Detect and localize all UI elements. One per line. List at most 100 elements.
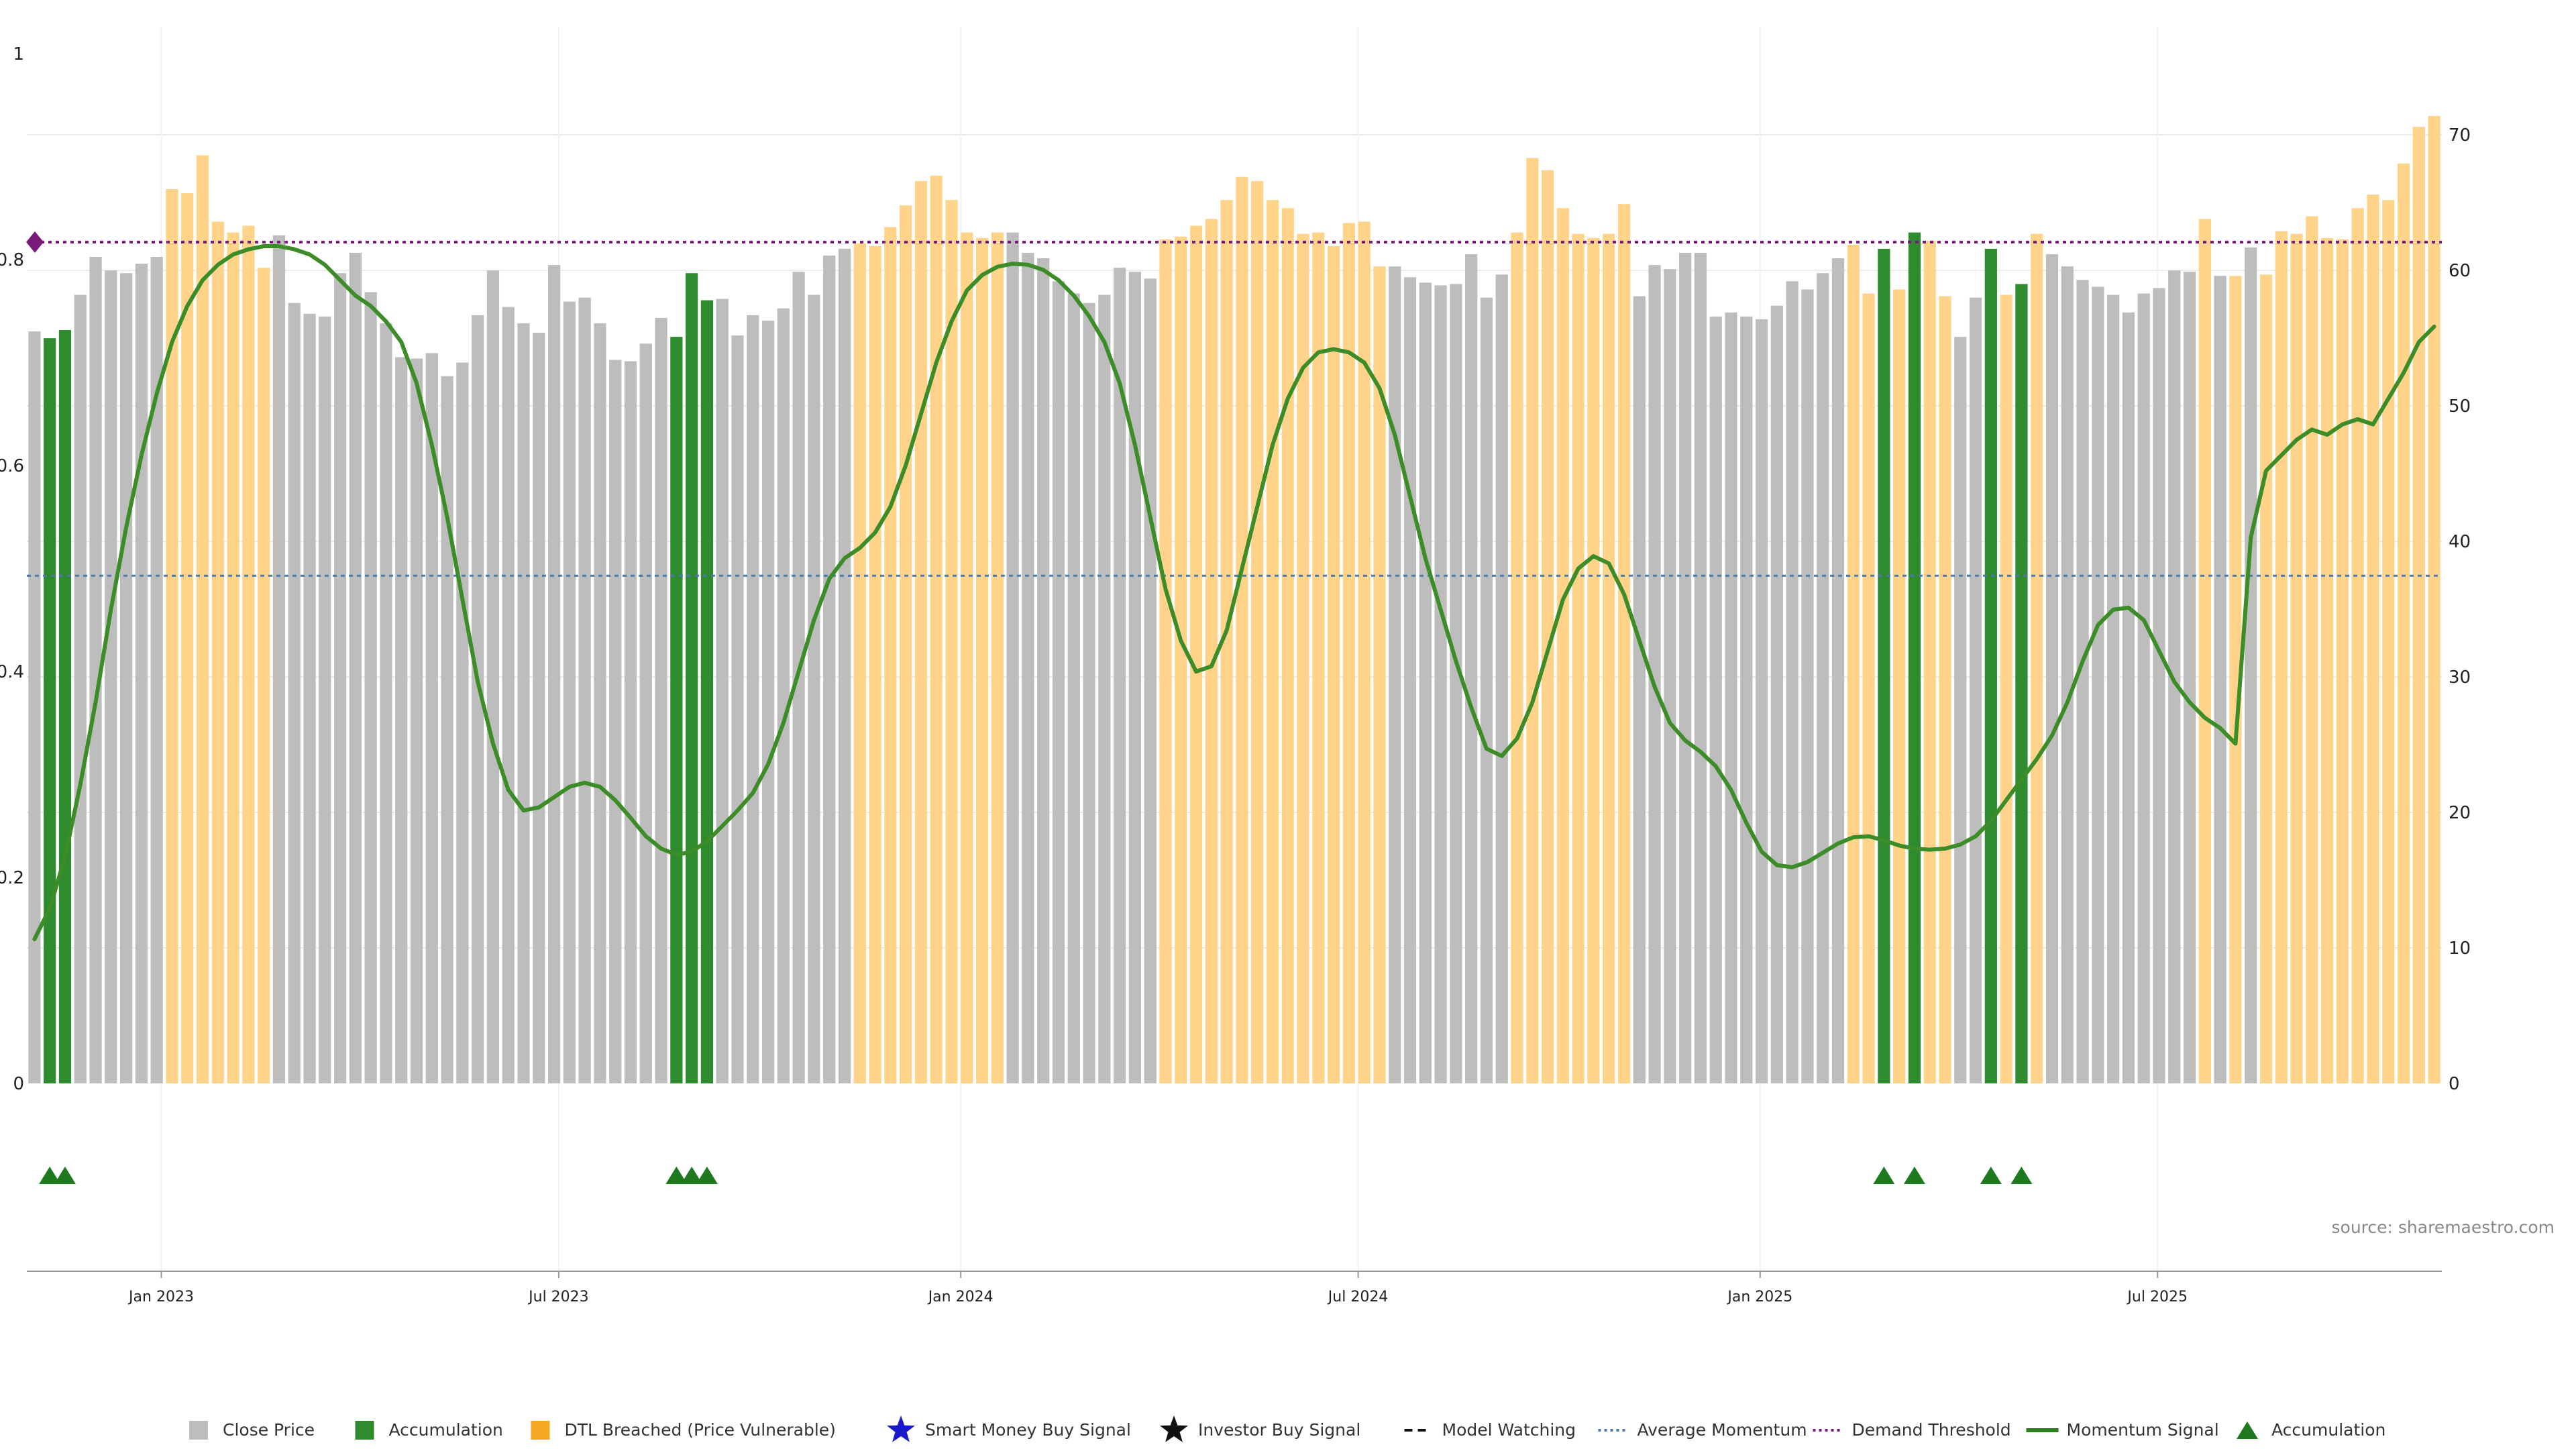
dtl-breached-bar: [1175, 236, 1187, 1084]
dtl-breached-bar: [2336, 239, 2349, 1083]
close-price-bar: [2061, 266, 2074, 1084]
left-axis-tick-label: 0.6: [0, 456, 24, 476]
legend-swatch: [189, 1421, 208, 1440]
left-axis-tick-label: 1: [13, 44, 24, 64]
close-price-bar: [2076, 280, 2089, 1084]
close-price-bar: [2045, 254, 2059, 1084]
dtl-breached-bar: [2306, 216, 2318, 1083]
right-axis-tick-label: 30: [2449, 667, 2471, 688]
dtl-breached-bar: [853, 243, 866, 1083]
dtl-breached-bar: [991, 232, 1004, 1084]
dtl-breached-bar: [2031, 233, 2043, 1083]
close-price-bar: [380, 323, 392, 1084]
close-price-bar: [395, 357, 408, 1083]
close-price-bar: [1450, 284, 1462, 1084]
close-price-bar: [716, 299, 729, 1083]
close-price-bar: [1725, 312, 1737, 1083]
dtl-breached-bar: [1511, 232, 1523, 1084]
dtl-breached-bar: [1266, 200, 1279, 1083]
accumulation-bar: [44, 338, 56, 1083]
legend-item: Close Price: [189, 1420, 315, 1440]
right-axis-tick-label: 40: [2449, 532, 2471, 552]
close-price-bar: [1969, 297, 1982, 1084]
close-price-bar: [731, 335, 744, 1084]
close-price-bar: [2092, 286, 2104, 1083]
close-price-bar: [502, 307, 515, 1083]
legend-item: Smart Money Buy Signal: [887, 1415, 1131, 1442]
x-axis-tick-label: Jan 2025: [1726, 1289, 1792, 1305]
dtl-breached-bar: [227, 232, 239, 1084]
close-price-bar: [89, 256, 102, 1083]
close-price-bar: [1098, 294, 1111, 1083]
dtl-breached-bar: [2412, 127, 2425, 1083]
dtl-breached-bar: [2321, 237, 2334, 1083]
close-price-bar: [1389, 266, 1401, 1084]
dtl-breached-bar: [2397, 163, 2410, 1084]
right-axis-tick-label: 60: [2449, 261, 2471, 281]
close-price-bar: [272, 235, 286, 1083]
dtl-breached-bar: [181, 193, 194, 1083]
legend-item: Average Momentum: [1598, 1420, 1807, 1440]
accumulation-bar: [1908, 232, 1921, 1084]
legend-label: Demand Threshold: [1852, 1420, 2011, 1440]
x-axis-tick-label: Jul 2023: [527, 1289, 589, 1305]
close-price-bar: [1067, 293, 1080, 1083]
dtl-breached-bar: [2290, 233, 2303, 1083]
dtl-breached-bar: [1236, 176, 1248, 1084]
close-price-bar: [135, 264, 148, 1083]
accumulation-marker: [1873, 1167, 1895, 1184]
accumulation-marker: [665, 1167, 688, 1184]
dtl-breached-bar: [884, 227, 897, 1083]
legend: Close Price Accumulation DTL Breached (Pri…: [189, 1415, 2385, 1442]
legend-label: Investor Buy Signal: [1198, 1420, 1360, 1440]
close-price-bar: [456, 362, 469, 1083]
close-price-bar: [1755, 319, 1768, 1083]
dtl-breached-bar: [1327, 246, 1340, 1084]
close-price-bar: [609, 360, 622, 1084]
x-axis-tick-label: Jan 2024: [927, 1289, 994, 1305]
dtl-breached-bar: [975, 237, 989, 1083]
legend-item: Accumulation: [2237, 1420, 2385, 1440]
close-price-bar: [486, 270, 500, 1083]
close-price-bar: [1633, 296, 1646, 1083]
left-axis-tick-label: 0: [13, 1074, 24, 1094]
dtl-breached-bar: [1220, 200, 1233, 1083]
accumulation-bar: [670, 337, 683, 1083]
legend-label: Accumulation: [2271, 1420, 2385, 1440]
dtl-breached-bar: [1205, 219, 1218, 1083]
dtl-breached-bar: [945, 200, 958, 1083]
legend-label: Average Momentum: [1638, 1420, 1807, 1440]
dtl-breached-bar: [196, 155, 209, 1084]
legend-star-icon: [1160, 1415, 1188, 1442]
close-price-bar: [288, 303, 301, 1083]
bars: [28, 115, 2440, 1084]
dtl-breached-bar: [1358, 221, 1371, 1083]
close-price-bar: [1664, 269, 1676, 1083]
left-axis-tick-label: 0.8: [0, 250, 24, 270]
dtl-breached-bar: [1342, 223, 1355, 1084]
dtl-breached-bar: [242, 225, 255, 1083]
close-price-bar: [1403, 277, 1417, 1083]
dtl-breached-bar: [2367, 195, 2379, 1084]
legend-item: Demand Threshold: [1813, 1420, 2011, 1440]
close-price-bar: [1128, 272, 1142, 1084]
accumulation-bar: [1984, 248, 1997, 1084]
close-price-bar: [578, 297, 591, 1084]
accumulation-marker: [2010, 1167, 2033, 1184]
right-axis-tick-label: 20: [2449, 803, 2471, 823]
legend-star-icon: [887, 1415, 915, 1442]
dtl-breached-bar: [869, 246, 881, 1084]
legend-item: Accumulation: [355, 1420, 503, 1440]
close-price-bar: [74, 294, 87, 1083]
legend-label: Accumulation: [389, 1420, 503, 1440]
dtl-breached-bar: [2198, 219, 2211, 1083]
dtl-breached-bar: [900, 205, 912, 1083]
dtl-breached-bar: [930, 175, 943, 1083]
close-price-bar: [2214, 276, 2226, 1084]
close-price-bar: [2153, 288, 2165, 1084]
right-axis-tick-label: 50: [2449, 396, 2471, 417]
dtl-breached-bar: [1373, 266, 1386, 1084]
close-price-bar: [1709, 316, 1722, 1083]
dtl-breached-bar: [1847, 244, 1860, 1083]
